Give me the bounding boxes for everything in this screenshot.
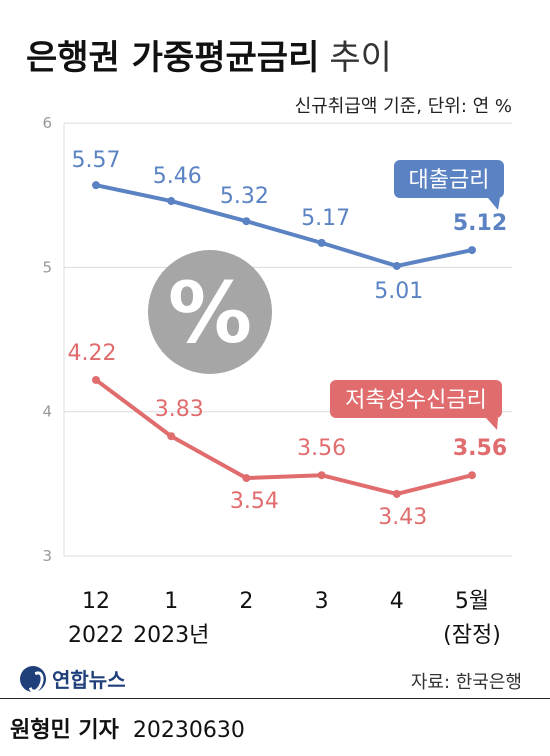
x-tick-label: 4 <box>390 589 404 614</box>
data-point <box>242 474 251 483</box>
data-label: 3.54 <box>230 489 279 514</box>
series-line-1 <box>94 378 473 496</box>
legend-badge-tail <box>486 418 498 430</box>
data-point <box>317 238 326 247</box>
data-label: 5.17 <box>301 206 350 231</box>
data-label: 5.32 <box>220 184 269 209</box>
legend-badge <box>394 160 504 198</box>
data-label: 3.56 <box>297 436 346 461</box>
y-tick-label: 4 <box>42 403 52 421</box>
x-tick-label: 2 <box>239 589 253 614</box>
yonhap-logo-icon <box>20 665 46 692</box>
legend-label: 대출금리 <box>409 168 490 193</box>
percent-icon: % <box>148 250 272 374</box>
page-title: 은행권 가중평균금리 추이 <box>26 30 392 79</box>
data-point <box>242 217 251 226</box>
data-point <box>392 489 401 498</box>
data-label: 4.22 <box>68 341 117 366</box>
brand-name: 연합뉴스 <box>52 668 126 692</box>
y-tick-label: 5 <box>42 258 52 276</box>
footer-divider <box>0 698 550 699</box>
y-tick-label: 6 <box>42 114 52 132</box>
data-point <box>392 261 401 270</box>
data-label: 3.83 <box>155 397 204 422</box>
x-axis-labels: 12 2022 1 2023년 2 3 4 5월 (잠정) <box>68 589 501 648</box>
data-label: 5.01 <box>374 279 423 304</box>
data-label: 5.12 <box>453 211 507 236</box>
data-point <box>167 197 176 206</box>
unit-note: 신규취급액 기준, 단위: 연 % <box>294 96 512 117</box>
y-axis-ticks: 6 5 4 3 <box>42 114 52 565</box>
percent-icon-circle <box>148 250 272 374</box>
percent-icon-glyph: % <box>168 264 252 362</box>
y-tick-label: 3 <box>42 547 52 565</box>
reporter-name: 원형민 기자 <box>10 718 119 743</box>
data-label: 3.56 <box>453 436 507 461</box>
legend-badge-tail <box>488 198 500 210</box>
data-point <box>92 375 100 384</box>
data-point <box>468 246 476 255</box>
legend-badge <box>330 380 502 418</box>
data-label: 5.46 <box>153 164 202 189</box>
data-point <box>92 181 100 190</box>
data-point <box>167 432 176 441</box>
x-tick-label: 2022 <box>68 623 124 648</box>
series-lines <box>92 181 476 498</box>
data-label: 5.57 <box>72 148 121 173</box>
data-point <box>468 471 476 480</box>
title-sub: 추이 <box>329 38 392 78</box>
x-tick-label: 12 <box>82 589 110 614</box>
brand: 연합뉴스 <box>20 664 126 693</box>
x-tick-label: 3 <box>315 589 329 614</box>
value-labels: 5.57 5.46 5.32 5.17 5.01 5.12 4.22 3.83 3.54 3.56… <box>68 148 508 530</box>
publish-date: 20230630 <box>132 718 245 743</box>
x-tick-label: (잠정) <box>443 623 501 648</box>
title-main: 은행권 가중평균금리 <box>26 38 320 78</box>
series-line-0 <box>95 183 473 268</box>
line-chart: 6 5 4 3 % 5.57 5.46 5.32 5.17 5.01 5.12 4.22 3.83 3… <box>42 114 512 648</box>
source-note: 자료: 한국은행 <box>410 672 522 693</box>
legend-label: 저축성수신금리 <box>345 388 487 413</box>
x-tick-label: 1 <box>164 589 178 614</box>
credit-line: 원형민 기자 20230630 <box>10 712 245 744</box>
data-point <box>317 471 326 480</box>
data-label: 3.43 <box>378 505 427 530</box>
x-tick-label: 5월 <box>455 589 489 614</box>
x-tick-label: 2023년 <box>133 623 209 648</box>
